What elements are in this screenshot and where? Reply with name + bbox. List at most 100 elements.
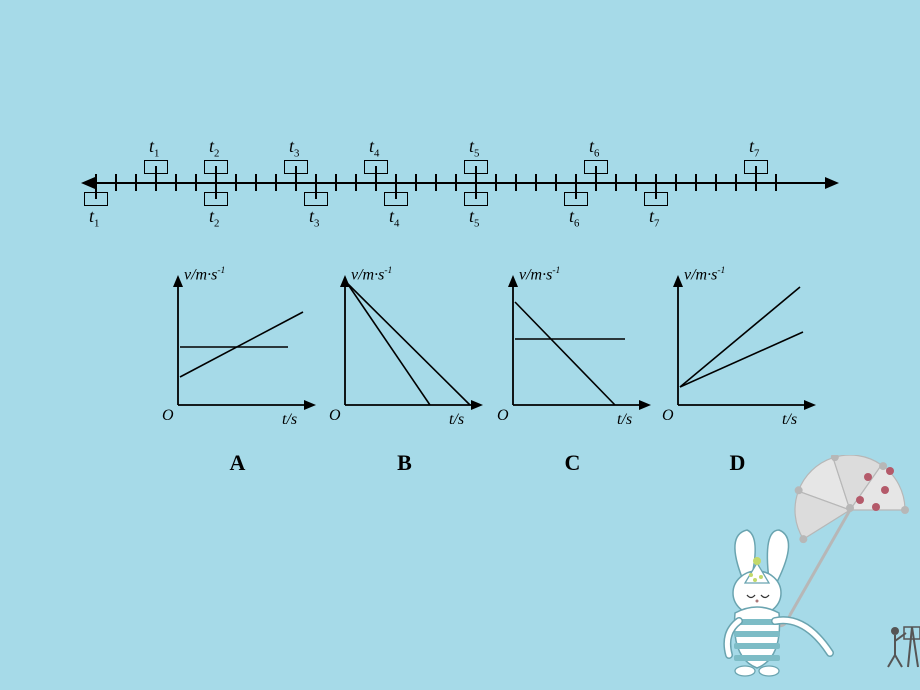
timeline-label: t6 — [569, 206, 579, 230]
timeline-tick-long — [295, 166, 297, 182]
timeline-label: t1 — [149, 136, 159, 160]
timeline-label: t1 — [89, 206, 99, 230]
y-axis-label: v/m·s-1 — [351, 265, 392, 284]
timeline-tick — [495, 183, 497, 191]
timeline-tick — [515, 174, 517, 182]
timeline-tick — [235, 174, 237, 182]
timeline-tick — [115, 174, 117, 182]
timeline-tick — [315, 174, 317, 182]
timeline-tick — [695, 183, 697, 191]
timeline-tick-long — [595, 166, 597, 182]
timeline-tick — [175, 174, 177, 182]
x-axis-label: t/s — [449, 411, 464, 429]
timeline-tick-long — [95, 183, 97, 199]
timeline-tick — [335, 174, 337, 182]
timeline-tick — [535, 174, 537, 182]
timeline-label: t3 — [309, 206, 319, 230]
content: t1t2t3t4t5t6t7t1t2t3t4t5t6t7 v/m·s-1t/sO… — [0, 0, 920, 690]
timeline-tick-long — [395, 183, 397, 199]
timeline-tick — [255, 174, 257, 182]
timeline-tick — [375, 183, 377, 191]
timeline-tick — [355, 174, 357, 182]
timeline-label: t4 — [369, 136, 379, 160]
timeline-tick — [675, 183, 677, 191]
timeline-tick — [735, 174, 737, 182]
timeline-tick — [535, 183, 537, 191]
option-label: A — [160, 450, 315, 476]
option-label: C — [495, 450, 650, 476]
timeline-tick — [455, 174, 457, 182]
timeline-tick — [175, 183, 177, 191]
timeline-tick — [415, 174, 417, 182]
timeline-tick — [695, 174, 697, 182]
timeline-tick — [575, 174, 577, 182]
timeline-tick-long — [655, 183, 657, 199]
timeline-tick — [195, 183, 197, 191]
timeline-arrowhead-left — [81, 177, 95, 189]
timeline-tick-long — [475, 183, 477, 199]
x-axis-label: t/s — [617, 411, 632, 429]
timeline-tick-long — [155, 166, 157, 182]
timeline-tick-long — [315, 183, 317, 199]
graph-cell-a: v/m·s-1t/sOA — [160, 265, 315, 495]
timeline-tick — [555, 183, 557, 191]
timeline-tick — [195, 174, 197, 182]
y-axis-label: v/m·s-1 — [519, 265, 560, 284]
timeline-tick — [615, 174, 617, 182]
timeline-tick — [515, 183, 517, 191]
timeline-label: t6 — [589, 136, 599, 160]
timeline-tick — [135, 183, 137, 191]
timeline-tick — [235, 183, 237, 191]
timeline-label: t2 — [209, 206, 219, 230]
timeline-tick — [775, 183, 777, 191]
timeline-diagram: t1t2t3t4t5t6t7t1t2t3t4t5t6t7 — [95, 182, 845, 262]
timeline-tick — [295, 183, 297, 191]
timeline-tick — [275, 174, 277, 182]
timeline-tick — [595, 183, 597, 191]
timeline-tick — [635, 183, 637, 191]
timeline-tick — [135, 174, 137, 182]
timeline-label: t2 — [209, 136, 219, 160]
option-label: B — [327, 450, 482, 476]
origin-label: O — [162, 407, 174, 425]
timeline-tick — [635, 174, 637, 182]
timeline-tick — [115, 183, 117, 191]
x-axis-label: t/s — [782, 411, 797, 429]
timeline-tick — [435, 174, 437, 182]
timeline-tick — [775, 174, 777, 182]
timeline-tick-long — [215, 166, 217, 182]
y-axis-label: v/m·s-1 — [184, 265, 225, 284]
timeline-tick-long — [575, 183, 577, 199]
timeline-label: t3 — [289, 136, 299, 160]
timeline-tick — [675, 174, 677, 182]
timeline-tick — [435, 183, 437, 191]
timeline-tick — [455, 183, 457, 191]
timeline-label: t5 — [469, 206, 479, 230]
timeline-tick — [335, 183, 337, 191]
timeline-tick-long — [375, 166, 377, 182]
timeline-tick — [415, 183, 417, 191]
timeline-tick — [495, 174, 497, 182]
origin-label: O — [497, 407, 509, 425]
timeline-tick-long — [475, 166, 477, 182]
timeline-tick — [715, 183, 717, 191]
graph-cell-b: v/m·s-1 t/s O B — [327, 265, 482, 495]
origin-label: O — [329, 407, 341, 425]
timeline-tick — [95, 174, 97, 182]
timeline-tick — [715, 174, 717, 182]
timeline-tick — [755, 183, 757, 191]
timeline-tick-long — [215, 183, 217, 199]
timeline-label: t7 — [749, 136, 759, 160]
timeline-arrowhead — [825, 177, 839, 189]
timeline-label: t4 — [389, 206, 399, 230]
y-axis-label: v/m·s-1 — [684, 265, 725, 284]
timeline-tick — [155, 183, 157, 191]
timeline-label: t5 — [469, 136, 479, 160]
timeline-tick — [735, 183, 737, 191]
timeline-tick — [395, 174, 397, 182]
timeline-tick — [255, 183, 257, 191]
timeline-tick — [555, 174, 557, 182]
timeline-tick — [655, 174, 657, 182]
timeline-tick — [275, 183, 277, 191]
timeline-tick-long — [755, 166, 757, 182]
